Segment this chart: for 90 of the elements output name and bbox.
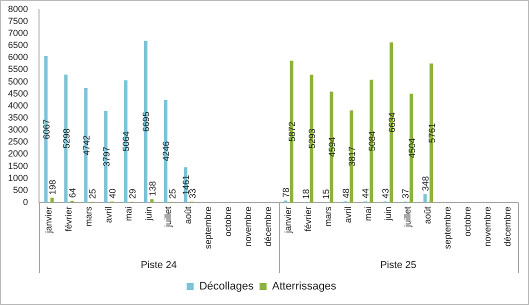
x-tick-label: octobre [462, 206, 473, 237]
data-label: 5084 [366, 131, 377, 152]
x-tick-label: janvier [43, 206, 54, 234]
x-tick-label: septembre [203, 206, 214, 250]
y-tick-label: 5500 [8, 64, 28, 74]
x-tick-label: avril [342, 206, 353, 223]
x-tick-label: février [63, 206, 74, 232]
data-label: 43 [380, 188, 391, 198]
y-tick-label: 6000 [8, 52, 28, 62]
data-label: 6067 [41, 119, 52, 140]
data-label: 25 [167, 188, 178, 199]
data-label: 37 [400, 188, 411, 199]
x-tick-label: août [183, 206, 194, 224]
data-label: 48 [340, 188, 351, 198]
text: Piste 25 [380, 260, 417, 271]
data-label: 18 [300, 189, 311, 200]
data-label: 3797 [101, 146, 112, 167]
bar [410, 94, 414, 202]
data-label: 15 [320, 189, 331, 200]
data-label: 5064 [121, 131, 132, 152]
bar [50, 198, 54, 202]
data-label: 3817 [346, 146, 357, 166]
data-label: 44 [360, 188, 371, 198]
bar [370, 80, 374, 202]
x-tick-label: septembre [442, 206, 453, 250]
y-tick-label: 6500 [8, 40, 28, 50]
x-tick-label: mars [83, 206, 94, 226]
data-label: 40 [107, 188, 118, 199]
x-tick-label: juin [143, 206, 154, 222]
x-tick-label: novembre [482, 206, 493, 247]
text: Piste 24 [140, 260, 178, 271]
data-label: 29 [127, 188, 138, 199]
x-tick-label: janvier [282, 206, 293, 234]
bar [390, 42, 394, 202]
x-tick-label: mai [362, 206, 373, 221]
data-label: 5298 [61, 128, 72, 149]
y-tick-label: 1000 [8, 172, 28, 183]
data-label: 5293 [307, 128, 318, 149]
bar [423, 194, 427, 202]
y-tick-label: 3000 [8, 124, 28, 135]
bar [164, 100, 168, 202]
y-tick-label: 7500 [8, 16, 28, 26]
x-tick-label: novembre [243, 206, 254, 247]
data-label: 4504 [406, 138, 417, 158]
x-tick-label: juillet [163, 206, 174, 228]
x-tick-label: mars [322, 206, 333, 226]
data-label: 64 [68, 188, 78, 198]
x-tick-label: juillet [402, 206, 413, 228]
x-tick-label: juin [382, 206, 393, 222]
bar [290, 60, 294, 202]
bar [150, 199, 154, 202]
x-tick-label: décembre [263, 206, 274, 247]
data-label: 5761 [426, 122, 437, 143]
y-tick-label: 8000 [8, 4, 28, 14]
x-tick-label: mai [123, 206, 134, 221]
y-tick-label: 1500 [8, 160, 28, 171]
data-label: 6695 [141, 112, 152, 132]
data-label: 4742 [81, 135, 92, 156]
bar [144, 40, 148, 202]
x-tick-label: avril [103, 206, 114, 223]
data-label: 5872 [287, 122, 298, 142]
y-tick-label: 4500 [8, 88, 28, 98]
y-tick-label: 5000 [8, 76, 28, 86]
data-label: 6634 [386, 112, 397, 132]
x-tick-label: février [302, 206, 313, 232]
bar [104, 110, 108, 202]
y-tick-label: 2500 [8, 136, 28, 147]
bar [430, 63, 433, 202]
bar [44, 56, 48, 202]
data-label: 78 [280, 188, 291, 198]
x-tick-label: décembre [502, 206, 513, 247]
data-label: 25 [87, 188, 98, 199]
bar [64, 74, 68, 202]
y-tick-label: 500 [12, 184, 28, 195]
x-tick-label: octobre [223, 206, 234, 237]
y-tick-label: 4000 [8, 100, 28, 110]
data-label: 138 [147, 181, 158, 196]
y-tick-label: 7000 [8, 28, 28, 38]
bar [84, 88, 88, 202]
legend-label: Atterrissages [272, 280, 337, 293]
data-label: 4246 [161, 141, 172, 162]
bar [124, 80, 128, 202]
legend-label: Décollages [199, 280, 254, 293]
data-label: 198 [48, 180, 58, 195]
data-label: 4594 [326, 137, 337, 158]
y-tick-label: 3500 [8, 112, 28, 122]
y-tick-label: 0 [23, 196, 28, 207]
y-tick-label: 2000 [8, 148, 28, 159]
x-tick-label: août [422, 206, 433, 224]
data-label: 348 [420, 176, 431, 192]
